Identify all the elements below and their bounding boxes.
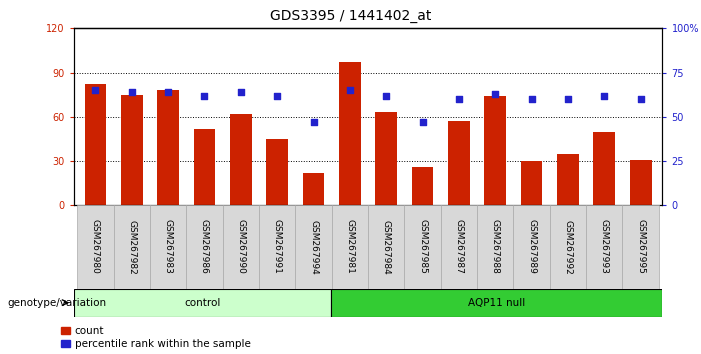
Text: GSM267989: GSM267989	[527, 219, 536, 274]
Point	[635, 96, 646, 102]
Text: AQP11 null: AQP11 null	[468, 298, 526, 308]
Bar	[375, 113, 397, 205]
Bar	[121, 95, 143, 205]
Bar	[557, 154, 579, 205]
Bar	[521, 161, 543, 205]
Bar	[331, 289, 662, 317]
Text: GSM267993: GSM267993	[600, 219, 608, 274]
Bar	[339, 62, 361, 205]
Text: GDS3395 / 1441402_at: GDS3395 / 1441402_at	[270, 9, 431, 23]
Text: GSM267987: GSM267987	[454, 219, 463, 274]
Bar	[593, 132, 615, 205]
Point	[308, 119, 319, 125]
Text: genotype/variation: genotype/variation	[7, 298, 106, 308]
Text: GSM267985: GSM267985	[418, 219, 427, 274]
Bar	[513, 205, 550, 289]
Text: GSM267992: GSM267992	[564, 219, 573, 274]
Legend: count, percentile rank within the sample: count, percentile rank within the sample	[61, 326, 251, 349]
Bar	[266, 139, 288, 205]
Bar	[622, 205, 659, 289]
Text: GSM267991: GSM267991	[273, 219, 282, 274]
Bar	[230, 114, 252, 205]
Bar	[259, 205, 295, 289]
Bar	[411, 167, 433, 205]
Text: GSM267990: GSM267990	[236, 219, 245, 274]
Bar	[441, 205, 477, 289]
Bar	[295, 205, 332, 289]
Point	[417, 119, 428, 125]
Bar	[477, 205, 513, 289]
Bar	[303, 173, 325, 205]
Bar	[157, 90, 179, 205]
Point	[199, 93, 210, 98]
Point	[489, 91, 501, 97]
Bar	[550, 205, 586, 289]
Bar	[368, 205, 404, 289]
Bar	[448, 121, 470, 205]
Point	[163, 89, 174, 95]
Bar	[85, 84, 107, 205]
Text: GSM267981: GSM267981	[346, 219, 354, 274]
Bar	[332, 205, 368, 289]
Bar	[404, 205, 441, 289]
Point	[599, 93, 610, 98]
Bar	[74, 289, 331, 317]
Text: GSM267986: GSM267986	[200, 219, 209, 274]
Bar	[586, 205, 622, 289]
Point	[236, 89, 247, 95]
Bar	[114, 205, 150, 289]
Text: GSM267995: GSM267995	[636, 219, 645, 274]
Text: GSM267984: GSM267984	[382, 219, 390, 274]
Point	[526, 96, 537, 102]
Text: GSM267988: GSM267988	[491, 219, 500, 274]
Bar	[193, 129, 215, 205]
Bar	[77, 205, 114, 289]
Point	[90, 87, 101, 93]
Point	[381, 93, 392, 98]
Text: GSM267982: GSM267982	[128, 219, 136, 274]
Text: control: control	[184, 298, 221, 308]
Text: GSM267980: GSM267980	[91, 219, 100, 274]
Bar	[223, 205, 259, 289]
Text: GSM267983: GSM267983	[163, 219, 172, 274]
Text: GSM267994: GSM267994	[309, 219, 318, 274]
Point	[344, 87, 355, 93]
Point	[454, 96, 465, 102]
Point	[126, 89, 137, 95]
Bar	[629, 160, 651, 205]
Bar	[186, 205, 223, 289]
Point	[562, 96, 573, 102]
Bar	[150, 205, 186, 289]
Point	[271, 93, 283, 98]
Bar	[484, 96, 506, 205]
